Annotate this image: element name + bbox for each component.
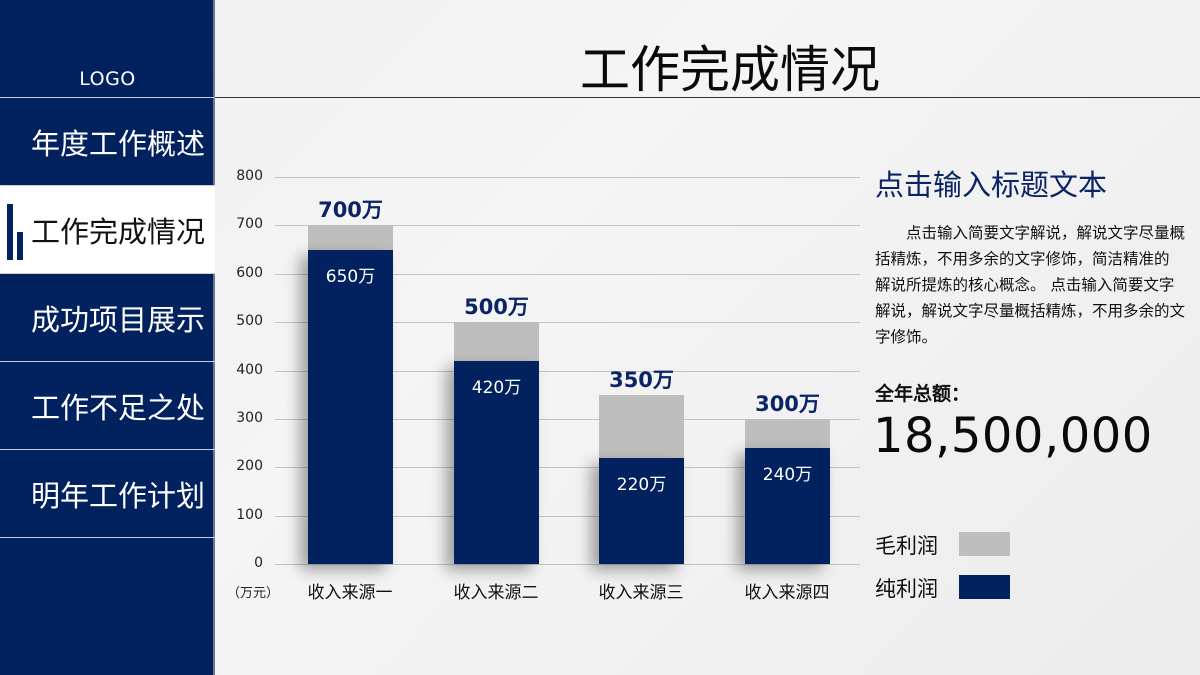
sidebar-item-next-year-plan[interactable]: 明年工作计划: [0, 450, 215, 538]
bar-group: 420万 500万: [454, 150, 539, 610]
gridline: [275, 564, 860, 565]
x-axis-category-label: 收入来源三: [598, 583, 684, 603]
annual-total-label: 全年总额：: [875, 383, 971, 405]
gridline: [275, 467, 860, 469]
y-axis-tick: 800: [236, 168, 263, 184]
sidebar-item-label: 成功项目展示: [30, 302, 205, 337]
annual-total-value: 18,500,000: [873, 408, 1153, 464]
bar-net-value-label: 220万: [616, 474, 667, 495]
logo-text: LOGO: [79, 68, 136, 90]
bar-total-value-label: 300万: [755, 391, 820, 416]
gridline: [275, 418, 860, 420]
panel-body-text[interactable]: 点击输入简要文字解说，解说文字尽量概括精炼，不用多余的文字修饰，简洁精准的 解说…: [875, 224, 1186, 346]
bar-group: 240万 300万: [745, 150, 830, 610]
y-axis-tick: 700: [236, 216, 263, 233]
title-divider: [215, 97, 1200, 98]
y-axis-unit: （万元）: [227, 586, 280, 601]
y-axis-tick: 400: [236, 361, 263, 378]
sidebar: LOGO 年度工作概述 工作完成情况 成功项目展示 工作不足之处 明年工作计划: [0, 0, 215, 675]
bar-net-value-label: 650万: [325, 266, 376, 287]
sidebar-item-annual-overview[interactable]: 年度工作概述: [0, 98, 215, 186]
bar-net-profit: [308, 249, 393, 564]
y-axis-tick: 100: [236, 506, 263, 523]
gridline: [275, 322, 860, 324]
x-axis-category-label: 收入来源四: [744, 583, 830, 603]
bar-total-value-label: 500万: [464, 295, 529, 320]
y-axis-tick: 300: [236, 409, 263, 426]
bar-net-profit: [454, 360, 539, 564]
bar-chart: （万元） 0 100 200 300 400 500 600 700 800 650万 700万收入…: [215, 150, 865, 610]
bar-group: 220万 350万: [599, 150, 684, 610]
bar-net-profit: [599, 457, 684, 564]
gridline: [275, 515, 860, 517]
bar-group: 650万 700万: [308, 150, 393, 610]
sidebar-item-work-completion[interactable]: 工作完成情况: [0, 186, 215, 274]
y-axis-tick: 600: [236, 264, 263, 281]
sidebar-item-successful-projects[interactable]: 成功项目展示: [0, 274, 215, 362]
legend-label: 纯利润: [875, 577, 938, 601]
bar-total-value-label: 350万: [609, 367, 674, 392]
bar-net-value-label: 240万: [762, 464, 813, 485]
gridline: [275, 177, 860, 178]
bar-net-profit: [745, 447, 830, 564]
y-axis-tick: 500: [236, 313, 263, 330]
logo: LOGO: [0, 0, 215, 98]
y-axis-tick: 200: [236, 458, 263, 475]
gridline: [275, 273, 860, 275]
sidebar-item-label: 工作完成情况: [30, 214, 205, 249]
y-axis-tick: 0: [254, 555, 263, 571]
gridline: [275, 225, 860, 227]
legend-label: 毛利润: [875, 534, 938, 558]
sidebar-item-label: 明年工作计划: [30, 478, 205, 513]
gridline: [275, 370, 860, 372]
x-axis-category-label: 收入来源二: [453, 583, 539, 603]
legend-swatch-navy: [959, 575, 1010, 599]
panel-title[interactable]: 点击输入标题文本: [875, 168, 1108, 202]
bar-total-value-label: 700万: [318, 198, 383, 223]
bar-chart-marker-icon: [7, 204, 25, 260]
sidebar-item-label: 年度工作概述: [30, 126, 205, 161]
page-title: 工作完成情况: [580, 41, 880, 99]
sidebar-item-shortcomings[interactable]: 工作不足之处: [0, 362, 215, 450]
bar-net-value-label: 420万: [471, 377, 522, 398]
sidebar-item-label: 工作不足之处: [30, 390, 205, 425]
x-axis-category-label: 收入来源一: [307, 583, 393, 603]
legend-swatch-gray: [959, 532, 1010, 556]
